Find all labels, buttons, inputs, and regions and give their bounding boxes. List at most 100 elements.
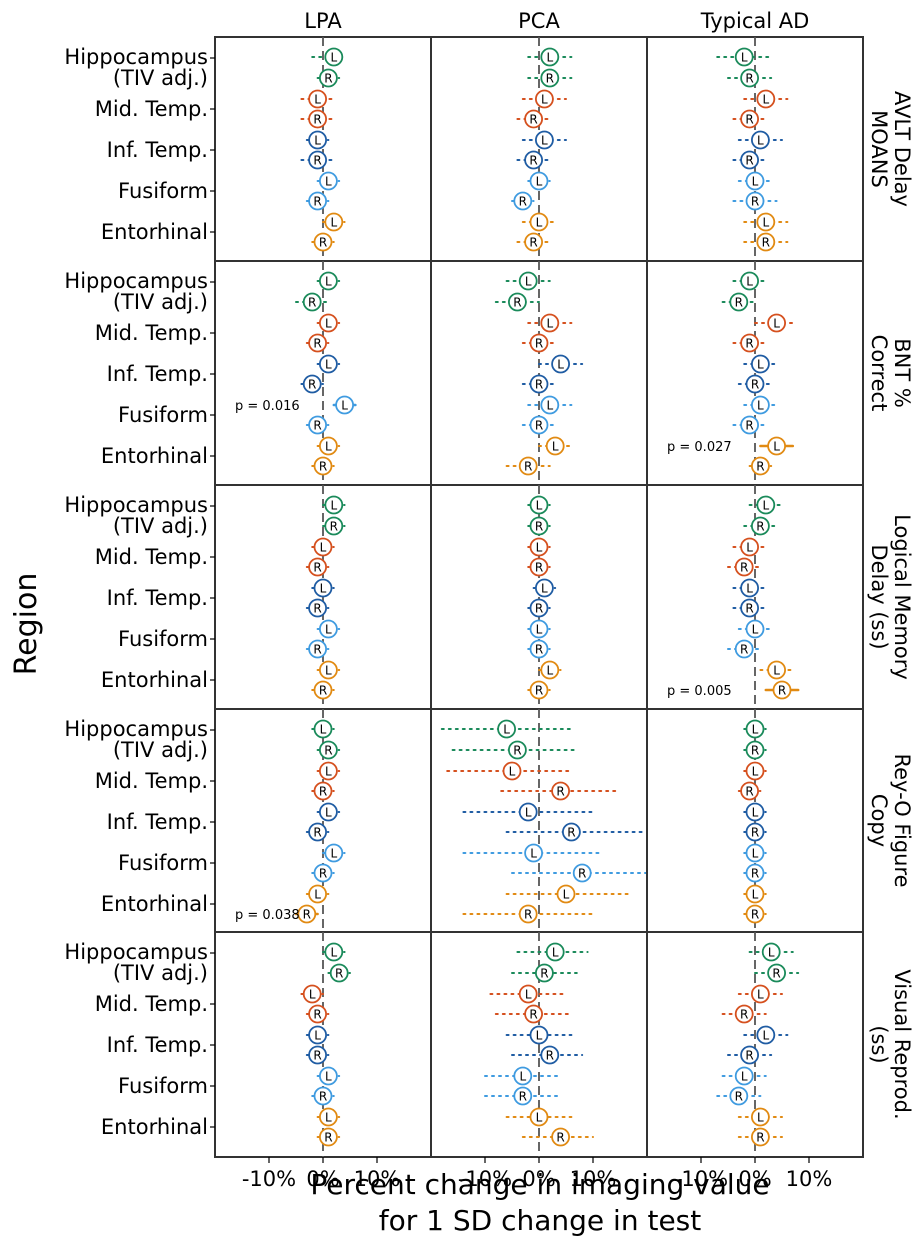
region-label-inf-temp: Inf. Temp.	[107, 586, 208, 610]
point-label-l: L	[536, 1111, 543, 1125]
x-tick-label: -10%	[242, 1167, 296, 1191]
point-label-l: L	[525, 275, 532, 289]
point-label-l: L	[509, 765, 516, 779]
region-label-entorhinal: Entorhinal	[101, 668, 208, 692]
point-label-l: L	[314, 134, 321, 148]
point-entorhinal-r	[745, 904, 765, 924]
point-hippocampus-r	[302, 292, 322, 312]
x-tick-label: 10%	[570, 1167, 617, 1191]
point-label-r: R	[335, 967, 343, 981]
point-label-r: R	[745, 419, 753, 433]
point-label-r: R	[756, 460, 764, 474]
point-fusiform-r	[308, 191, 328, 211]
point-entorhinal-r	[318, 1127, 338, 1147]
x-tick-label: 0%	[738, 1167, 771, 1191]
point-label-r: R	[313, 419, 321, 433]
point-hippocampus-r	[767, 963, 786, 983]
region-label-hippocampus: Hippocampus	[64, 493, 208, 517]
point-mid-temp-r	[740, 781, 759, 801]
point-label-l: L	[325, 275, 332, 289]
point-label-r: R	[529, 1008, 537, 1022]
point-label-r: R	[745, 337, 753, 351]
region-label-mid-temp: Mid. Temp.	[95, 545, 208, 569]
row-title-line2: MOANS	[867, 110, 891, 188]
point-inf-temp-r	[745, 822, 765, 842]
point-entorhinal-l	[324, 212, 344, 232]
point-entorhinal-l	[751, 1107, 770, 1127]
point-label-l: L	[757, 399, 764, 413]
point-label-l: L	[552, 946, 559, 960]
point-entorhinal-r	[518, 904, 538, 924]
point-label-l: L	[314, 93, 321, 107]
region-label-mid-temp: Mid. Temp.	[95, 769, 208, 793]
point-fusiform-l	[529, 619, 549, 639]
point-label-r: R	[313, 643, 321, 657]
point-inf-temp-l	[535, 578, 554, 598]
point-label-l: L	[752, 847, 759, 861]
point-fusiform-r	[745, 191, 765, 211]
point-hippocampus-r	[324, 516, 344, 536]
column-header-lpa: LPA	[304, 9, 342, 33]
point-fusiform-l	[524, 843, 543, 863]
point-entorhinal-r	[518, 456, 538, 476]
point-entorhinal-r	[551, 1127, 570, 1147]
point-hippocampus-l	[734, 47, 754, 67]
point-label-l: L	[325, 358, 332, 372]
point-inf-temp-r	[308, 150, 328, 170]
point-hippocampus-r	[508, 740, 527, 760]
point-label-l: L	[752, 175, 759, 189]
point-label-l: L	[762, 93, 769, 107]
point-label-r: R	[330, 520, 338, 534]
point-label-r: R	[546, 72, 554, 86]
point-fusiform-l	[745, 171, 765, 191]
point-label-r: R	[524, 908, 532, 922]
point-mid-temp-r	[308, 1004, 328, 1024]
point-label-r: R	[546, 1049, 554, 1063]
point-label-l: L	[325, 765, 332, 779]
point-mid-temp-l	[502, 761, 522, 781]
point-label-l: L	[325, 623, 332, 637]
point-label-l: L	[541, 93, 548, 107]
row-title-bnt: BNT %Correct	[867, 335, 914, 412]
region-label-hippocampus-line2: (TIV adj.)	[113, 514, 208, 538]
point-label-r: R	[313, 113, 321, 127]
point-label-r: R	[319, 785, 327, 799]
point-label-l: L	[530, 847, 537, 861]
point-fusiform-l	[335, 395, 355, 415]
region-label-fusiform: Fusiform	[118, 403, 208, 427]
point-fusiform-r	[740, 415, 759, 435]
point-label-r: R	[313, 1008, 321, 1022]
point-mid-temp-l	[308, 89, 328, 109]
point-label-l: L	[762, 1029, 769, 1043]
point-fusiform-l	[324, 843, 344, 863]
point-inf-temp-l	[745, 802, 765, 822]
region-label-fusiform: Fusiform	[118, 1074, 208, 1098]
point-label-r: R	[772, 967, 780, 981]
point-hippocampus-l	[518, 271, 538, 291]
point-fusiform-r	[513, 1086, 533, 1106]
point-label-r: R	[751, 195, 759, 209]
point-label-l: L	[309, 988, 316, 1002]
point-mid-temp-r	[524, 1004, 543, 1024]
point-mid-temp-l	[318, 313, 338, 333]
point-label-r: R	[313, 602, 321, 616]
point-label-l: L	[752, 806, 759, 820]
point-fusiform-r	[729, 1086, 749, 1106]
point-fusiform-r	[734, 639, 754, 659]
row-title-line1: BNT %	[890, 338, 914, 408]
point-label-r: R	[529, 154, 537, 168]
point-label-l: L	[752, 888, 759, 902]
point-label-r: R	[313, 337, 321, 351]
point-mid-temp-r	[308, 333, 328, 353]
point-inf-temp-l	[740, 578, 759, 598]
point-hippocampus-l	[318, 271, 338, 291]
point-label-r: R	[751, 744, 759, 758]
point-label-r: R	[303, 908, 311, 922]
point-label-r: R	[535, 643, 543, 657]
region-label-fusiform: Fusiform	[118, 627, 208, 651]
point-mid-temp-l	[518, 984, 538, 1004]
